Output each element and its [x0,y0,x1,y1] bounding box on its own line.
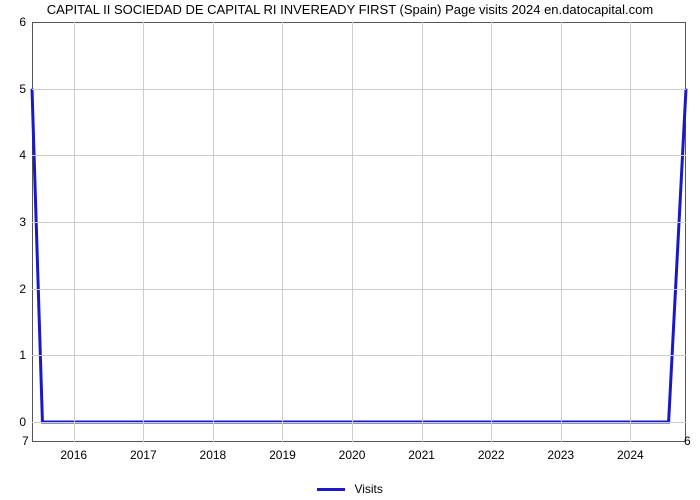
y-tick-label: 0 [19,415,26,429]
grid-line-v [213,22,214,442]
chart-title: CAPITAL II SOCIEDAD DE CAPITAL RI INVERE… [0,2,700,18]
legend: Visits [0,481,700,496]
grid-line-h [32,89,686,90]
floating-number: 6 [684,434,691,448]
legend-swatch-visits [317,488,345,491]
x-tick-label: 2020 [339,448,366,462]
x-tick-label: 2016 [60,448,87,462]
grid-line-v [352,22,353,442]
series-line-visits [32,89,686,422]
plot-area: 0123456201620172018201920202021202220232… [32,22,686,442]
grid-line-v [282,22,283,442]
x-tick-label: 2017 [130,448,157,462]
floating-number: 7 [22,434,29,448]
y-tick-label: 4 [19,148,26,162]
grid-line-v [630,22,631,442]
grid-line-v [422,22,423,442]
y-tick-label: 5 [19,82,26,96]
series-layer [32,22,686,442]
x-tick-label: 2019 [269,448,296,462]
grid-line-v [143,22,144,442]
grid-line-h [32,155,686,156]
y-tick-label: 3 [19,215,26,229]
grid-line-h [32,422,686,423]
grid-line-v [561,22,562,442]
x-tick-label: 2022 [478,448,505,462]
y-tick-label: 2 [19,282,26,296]
x-tick-label: 2024 [617,448,644,462]
grid-line-h [32,355,686,356]
chart-container: CAPITAL II SOCIEDAD DE CAPITAL RI INVERE… [0,0,700,500]
y-tick-label: 6 [19,15,26,29]
grid-line-v [491,22,492,442]
x-tick-label: 2023 [547,448,574,462]
legend-label-visits: Visits [354,482,382,496]
grid-line-h [32,289,686,290]
grid-line-h [32,222,686,223]
x-tick-label: 2018 [200,448,227,462]
grid-line-v [74,22,75,442]
y-tick-label: 1 [19,348,26,362]
x-tick-label: 2021 [408,448,435,462]
